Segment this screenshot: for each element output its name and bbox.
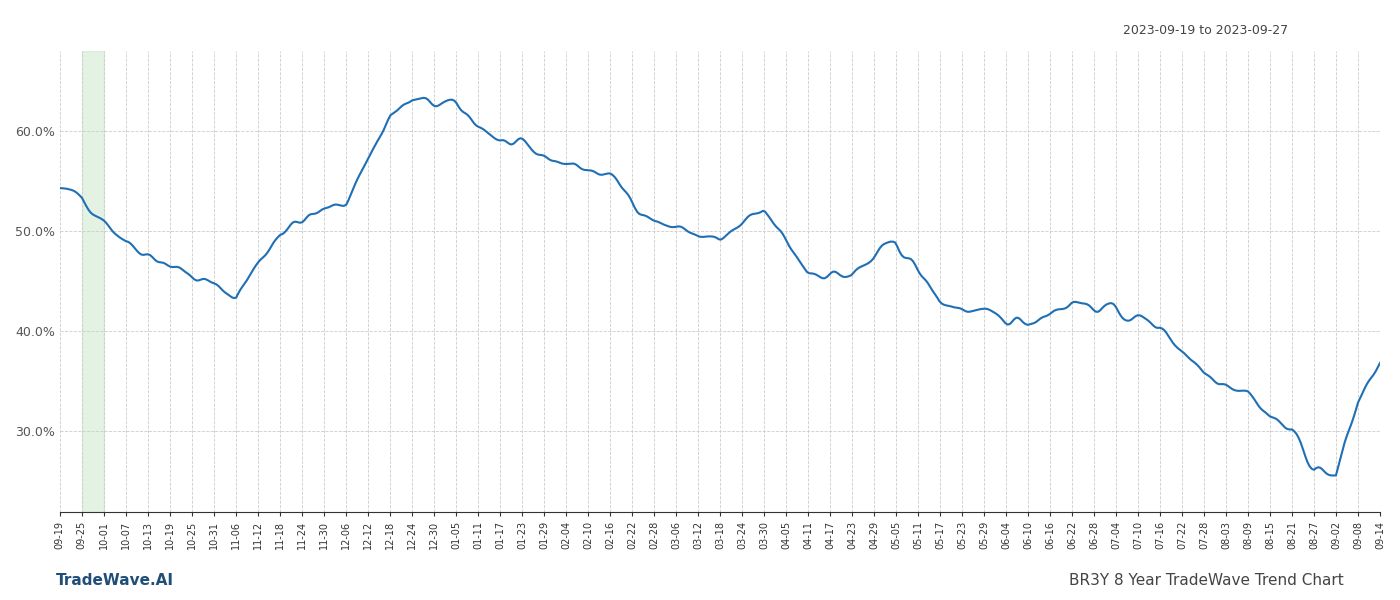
- Text: 2023-09-19 to 2023-09-27: 2023-09-19 to 2023-09-27: [1123, 24, 1288, 37]
- Text: BR3Y 8 Year TradeWave Trend Chart: BR3Y 8 Year TradeWave Trend Chart: [1070, 573, 1344, 588]
- Text: TradeWave.AI: TradeWave.AI: [56, 573, 174, 588]
- Bar: [81, 51, 104, 512]
